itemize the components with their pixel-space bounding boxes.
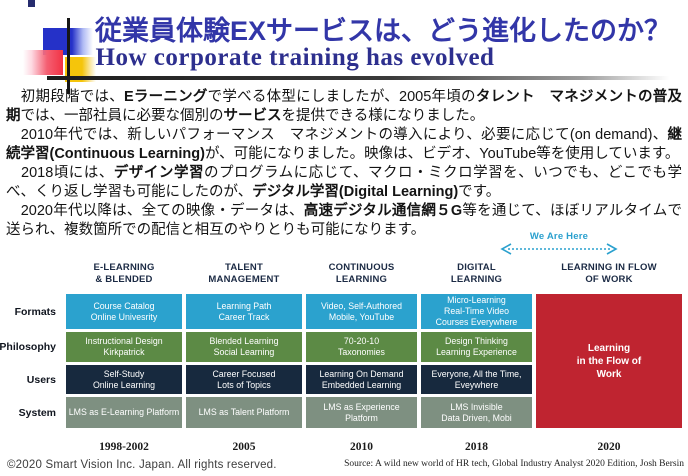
body-text-run: 等を通じて、ほぼリアルタイムで送られ、複数箇所での配信と相互のやりとりも可能にな… <box>6 203 682 238</box>
table-cell: LMS as Experience Platform <box>306 397 417 428</box>
row-label: System <box>18 406 56 419</box>
table-cell: Micro-Learning Real-Time Video Courses E… <box>421 294 532 329</box>
body-text-run: が、可能になりました。映像は、ビデオ、YouTube等を使用しています。 <box>204 146 680 162</box>
table-cell: LMS as E-Learning Platform <box>66 397 182 428</box>
we-are-here-arrow-icon <box>500 243 618 255</box>
body-paragraph: 初期段階では、Eラーニングで学べる体型にしましたが、2005年頃のタレント マネ… <box>6 88 682 126</box>
flow-of-work-cell: Learning in the Flow of Work <box>536 294 682 428</box>
source-citation: Source: A wild new world of HR tech, Glo… <box>344 459 684 469</box>
decor-red-square <box>23 50 63 75</box>
body-text-run: 2020年代以降は、全ての映像・データは、 <box>6 203 304 219</box>
row-label: Users <box>26 373 56 386</box>
body-text: 初期段階では、Eラーニングで学べる体型にしましたが、2005年頃のタレント マネ… <box>6 88 682 240</box>
table-cell: 70-20-10 Taxonomies <box>306 332 417 362</box>
row-label: Philosophy <box>0 341 56 353</box>
table-cell: Self-Study Online Learning <box>66 365 182 394</box>
decor-vertical-line <box>67 18 70 94</box>
body-text-bold-run: Eラーニング <box>123 89 208 105</box>
body-text-run: 初期段階では、 <box>6 89 124 105</box>
table-cell: Learning On Demand Embedded Learning <box>306 365 417 394</box>
body-paragraph: 2010年代では、新しいパフォーマンス マネジメントの導入により、必要に応じて(… <box>6 126 682 164</box>
table-cell: Video, Self-Authored Mobile, YouTube <box>306 294 417 329</box>
column-header: CONTINUOUS LEARNING <box>328 262 395 285</box>
body-text-run: 2018頃には、 <box>6 165 114 181</box>
table-cell: Everyone, All the Time, Eveywhere <box>421 365 532 394</box>
body-paragraph: 2020年代以降は、全ての映像・データは、高速デジタル通信網５G等を通じて、ほぼ… <box>6 202 682 240</box>
title-divider-line <box>47 76 669 80</box>
body-text-bold-run: デジタル学習(Digital Learning) <box>252 184 459 200</box>
year-label: 2018 <box>465 441 488 453</box>
table-cell: LMS Invisible Data Driven, Mobi <box>421 397 532 428</box>
body-text-bold-run: サービス <box>223 108 282 124</box>
table-cell: Instructional Design Kirkpatrick <box>66 332 182 362</box>
body-text-run: では、一部社員に必要な個別の <box>20 108 224 124</box>
body-paragraph: 2018頃には、デザイン学習のプログラムに応じて、マクロ・ミクロ学習を、いつでも… <box>6 164 682 202</box>
body-text-bold-run: 継続学習(Continuous Learning) <box>6 127 682 162</box>
body-text-bold-run: タレント マネジメントの普及期 <box>6 89 683 124</box>
body-text-run: 2010年代では、新しいパフォーマンス マネジメントの導入により、必要に応じて(… <box>6 127 668 143</box>
body-text-bold-run: デザイン学習 <box>113 165 204 181</box>
year-label: 1998-2002 <box>99 441 149 453</box>
we-are-here-label: We Are Here <box>529 231 589 242</box>
body-text-run: を提供できる様になりました。 <box>281 108 485 124</box>
column-header: LEARNING IN FLOW OF WORK <box>561 262 657 285</box>
body-text-bold-run: 高速デジタル通信網５G <box>303 203 463 219</box>
column-header: DIGITAL LEARNING <box>450 262 503 285</box>
page-subtitle-english: How corporate training has evolved <box>95 44 495 71</box>
table-cell: Course Catalog Online Univesrity <box>66 294 182 329</box>
table-cell: Design Thinking Learning Experience <box>421 332 532 362</box>
table-cell: Career Focused Lots of Topics <box>186 365 302 394</box>
body-text-run: のプログラムに応じて、マクロ・ミクロ学習を、いつでも、どこでも学べ、くり返し学習… <box>6 165 683 200</box>
decor-mini-square <box>28 0 35 7</box>
year-label: 2010 <box>350 441 373 453</box>
year-label: 2005 <box>232 441 256 453</box>
evolution-table: E-LEARNING & BLENDED TALENT MANAGEMENT CON… <box>0 255 682 453</box>
table-cell: LMS as Talent Platform <box>186 397 302 428</box>
copyright-text: ©2020 Smart Vision Inc. Japan. All right… <box>7 459 277 471</box>
table-cell: Blended Learning Social Learning <box>186 332 302 362</box>
row-label: Formats <box>14 305 56 318</box>
body-text-run: です。 <box>458 184 501 200</box>
body-text-run: で学べる体型にしましたが、2005年頃の <box>207 89 476 105</box>
page-title-japanese: 従業員体験EXサービスは、どう進化したのか？ <box>94 16 672 46</box>
we-are-here-annotation: We Are Here <box>498 231 620 255</box>
column-header: TALENT MANAGEMENT <box>208 262 280 285</box>
table-cell: Learning Path Career Track <box>186 294 302 329</box>
column-header: E-LEARNING & BLENDED <box>93 262 155 285</box>
year-label: 2020 <box>597 441 621 453</box>
